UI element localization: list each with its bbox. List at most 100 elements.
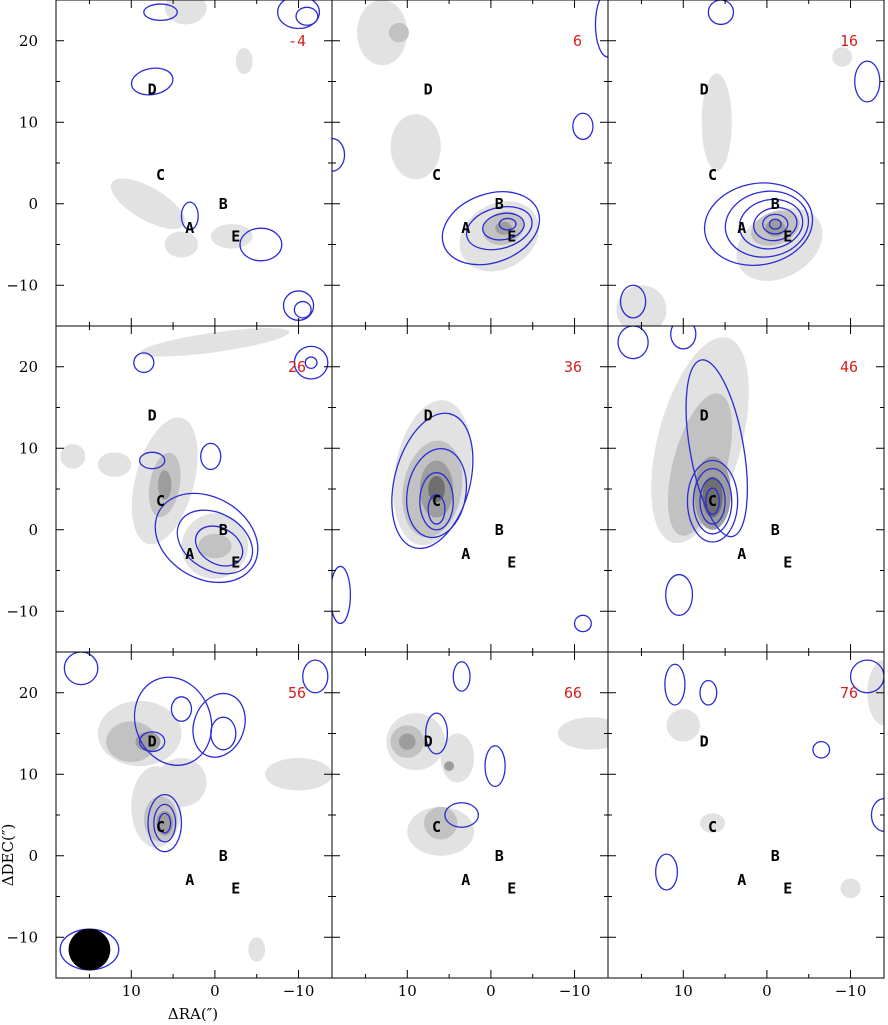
y-tick-label: 0	[28, 521, 38, 539]
source-label-d: D	[700, 81, 709, 99]
contour-line	[465, 206, 533, 251]
source-label-c: C	[708, 818, 717, 836]
panel-ticks	[56, 651, 332, 979]
contour-line	[419, 472, 454, 531]
velocity-label: 6	[573, 32, 582, 50]
y-tick-label: −10	[6, 276, 38, 294]
contour-line	[768, 218, 782, 230]
contour-line	[670, 326, 697, 350]
source-label-d: D	[148, 733, 157, 751]
y-tick-label: 20	[19, 358, 38, 376]
contour-line	[703, 182, 814, 267]
x-tick-label: 0	[762, 982, 772, 1000]
panel-ticks	[608, 651, 884, 979]
emission-fill	[444, 761, 455, 771]
source-label-c: C	[432, 818, 441, 836]
contour-line	[143, 3, 178, 22]
emission-fill	[701, 73, 732, 172]
contour-line	[133, 352, 155, 374]
source-label-a: A	[737, 545, 746, 563]
source-label-c: C	[708, 492, 717, 510]
contour-line	[332, 565, 352, 625]
contour-line	[762, 213, 789, 235]
emission-fill	[235, 48, 253, 75]
channel-panel: A B C D E 6	[331, 0, 609, 327]
contour-line	[130, 67, 174, 96]
y-axis-title: ΔDEC(″)	[0, 824, 17, 887]
source-label-b: B	[219, 521, 228, 539]
x-tick-label: −10	[835, 982, 867, 1000]
contour-line	[664, 663, 686, 706]
contour-line	[153, 803, 177, 843]
source-label-a: A	[737, 871, 746, 889]
contour-line	[655, 853, 679, 891]
source-label-d: D	[424, 407, 433, 425]
x-tick-label: 10	[122, 982, 141, 1000]
source-label-d: D	[148, 81, 157, 99]
axes-labels: ΔRA(″) ΔDEC(″)	[0, 824, 218, 1023]
contour-line	[170, 696, 193, 722]
channel-panel: A B C D E 66 10 0 −10	[331, 651, 609, 1000]
source-label-a: A	[185, 219, 194, 237]
contour-line	[444, 802, 480, 828]
source-label-e: E	[231, 879, 240, 897]
contour-line	[685, 359, 748, 538]
emission-fill	[164, 0, 207, 25]
channel-panel: A B C D E 26 20 10 0 −10	[6, 325, 333, 653]
emission-fill	[702, 476, 723, 518]
contour-line	[138, 731, 166, 753]
emission-fill	[158, 470, 172, 500]
emission-fill	[110, 178, 186, 229]
source-label-d: D	[148, 407, 157, 425]
contour-line	[295, 6, 319, 26]
x-tick-label: 0	[486, 982, 496, 1000]
panel-ticks	[332, 651, 608, 979]
contour-line	[484, 745, 506, 788]
emission-fill	[265, 757, 332, 791]
emission-fill	[390, 114, 441, 180]
emission-fill	[557, 717, 608, 750]
x-axis-title: ΔRA(″)	[168, 1005, 218, 1023]
y-tick-label: 20	[19, 32, 38, 50]
y-tick-label: 0	[28, 195, 38, 213]
source-label-b: B	[771, 195, 780, 213]
source-label-a: A	[185, 545, 194, 563]
contour-line	[425, 712, 449, 755]
velocity-label: 46	[840, 358, 858, 376]
emission-fill	[428, 475, 445, 503]
emission-fill	[700, 813, 726, 833]
source-label-a: A	[461, 871, 470, 889]
source-label-b: B	[219, 847, 228, 865]
contour-line	[707, 0, 735, 26]
source-label-e: E	[783, 879, 792, 897]
emission-fill	[164, 231, 199, 258]
source-label-c: C	[156, 818, 165, 836]
emission-fill	[388, 22, 409, 43]
contour-line	[276, 0, 321, 30]
contour-line	[452, 661, 471, 692]
velocity-label: 76	[840, 684, 858, 702]
source-label-c: C	[156, 166, 165, 184]
emission-fill	[440, 733, 475, 783]
velocity-label: 66	[564, 684, 582, 702]
y-tick-label: 0	[28, 847, 38, 865]
channel-panel: A B C D E 16	[607, 0, 885, 327]
contour-line	[200, 442, 222, 471]
source-label-c: C	[432, 492, 441, 510]
emission-fill	[667, 393, 733, 536]
emission-fill	[357, 0, 408, 66]
channel-panel: A B C D E 76 10 0 −10	[607, 651, 885, 1000]
emission-fill	[97, 452, 132, 477]
source-label-b: B	[495, 847, 504, 865]
emission-fill	[248, 937, 266, 962]
source-label-e: E	[231, 227, 240, 245]
contour-line	[133, 676, 213, 766]
source-label-e: E	[507, 879, 516, 897]
y-tick-label: 10	[19, 439, 38, 457]
emission-fill	[210, 224, 253, 249]
x-tick-label: 10	[398, 982, 417, 1000]
contour-line	[154, 492, 259, 584]
emission-fill	[832, 47, 853, 67]
source-label-a: A	[737, 219, 746, 237]
